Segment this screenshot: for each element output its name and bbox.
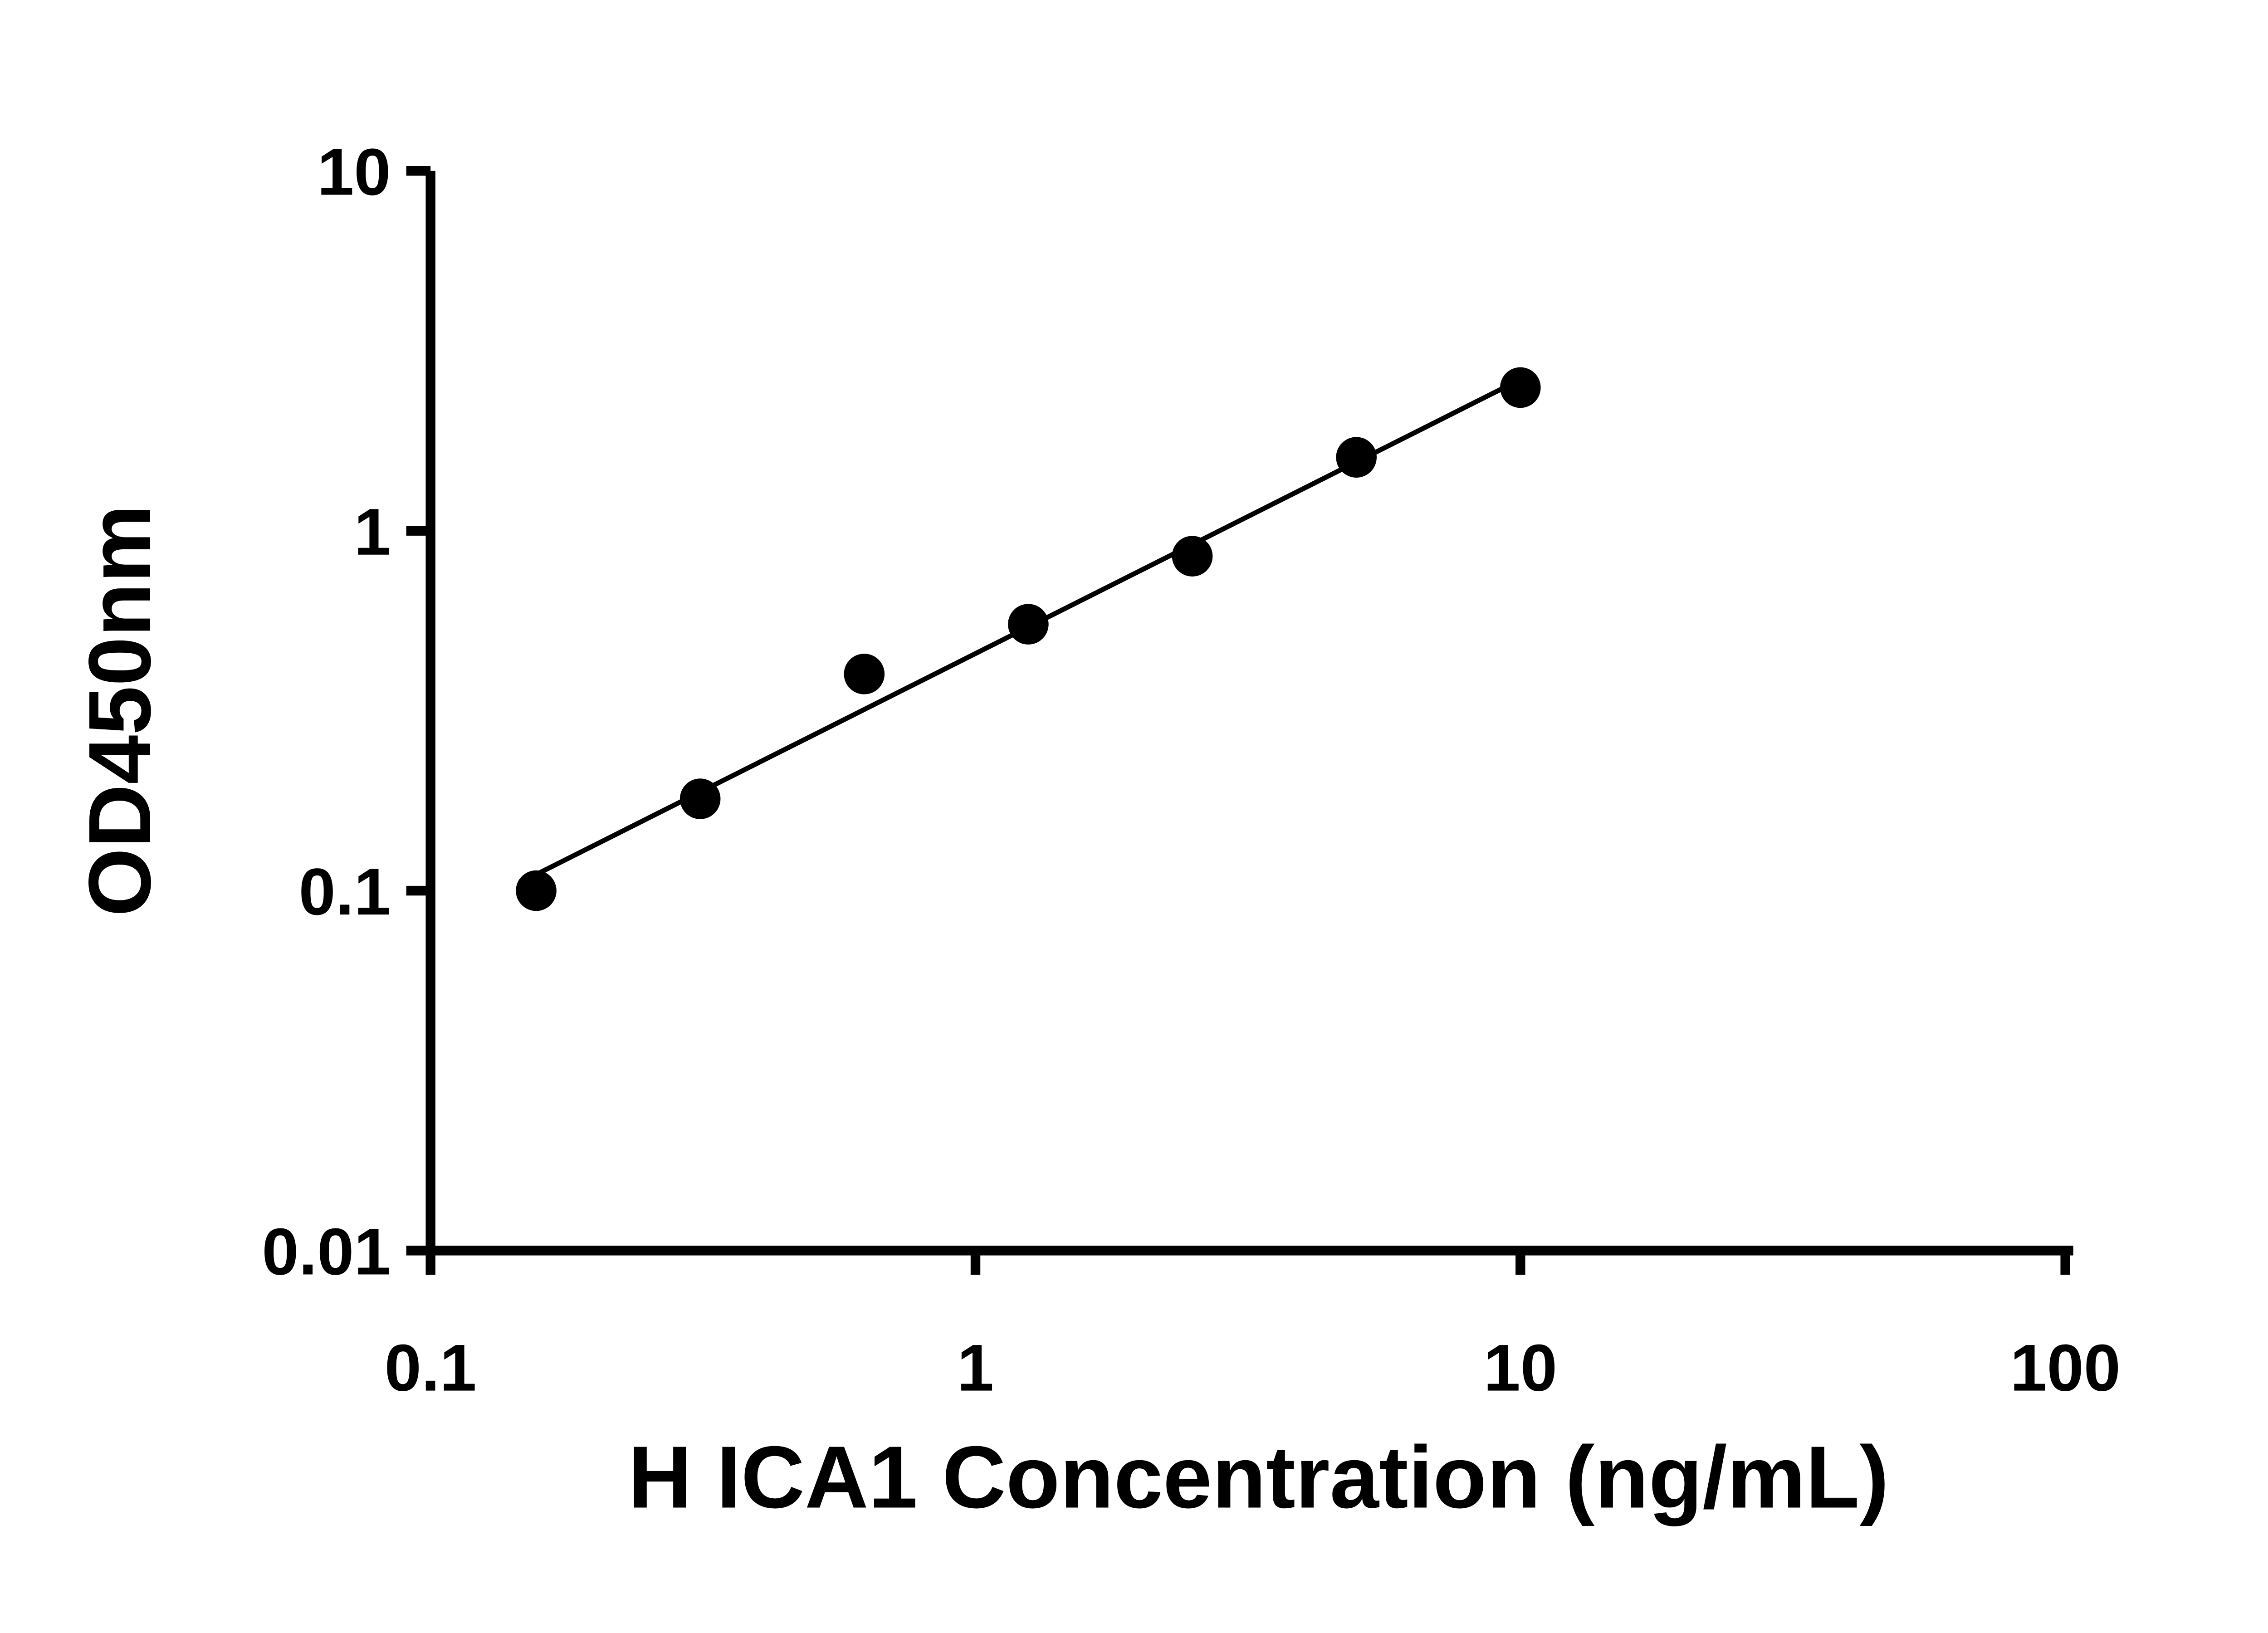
y-tick-label: 10	[317, 135, 391, 209]
x-tick-label: 10	[1484, 1331, 1557, 1405]
y-axis-title: OD450nm	[71, 504, 169, 917]
data-point	[516, 870, 557, 911]
data-point	[1336, 437, 1377, 478]
x-tick-label: 1	[957, 1331, 994, 1405]
y-tick-label: 0.01	[262, 1215, 391, 1289]
x-tick-label: 100	[2010, 1331, 2121, 1405]
y-tick-label: 1	[354, 495, 391, 569]
data-point	[844, 654, 885, 694]
data-point	[1172, 536, 1213, 577]
data-point	[1500, 367, 1541, 408]
ticks-group	[406, 166, 2070, 1275]
data-point	[1008, 604, 1049, 645]
axis-lines	[425, 171, 2073, 1256]
axes-group	[425, 171, 2073, 1256]
tick-labels-group: 0.1 1 10 100 0.01 0.1 1 10	[262, 135, 2121, 1404]
data-point	[679, 778, 721, 819]
y-tick-label: 0.1	[299, 855, 391, 929]
x-axis-title: H ICA1 Concentration (ng/mL)	[628, 1428, 1889, 1527]
x-tick-label: 0.1	[385, 1331, 477, 1405]
data-points-group	[516, 367, 1541, 911]
